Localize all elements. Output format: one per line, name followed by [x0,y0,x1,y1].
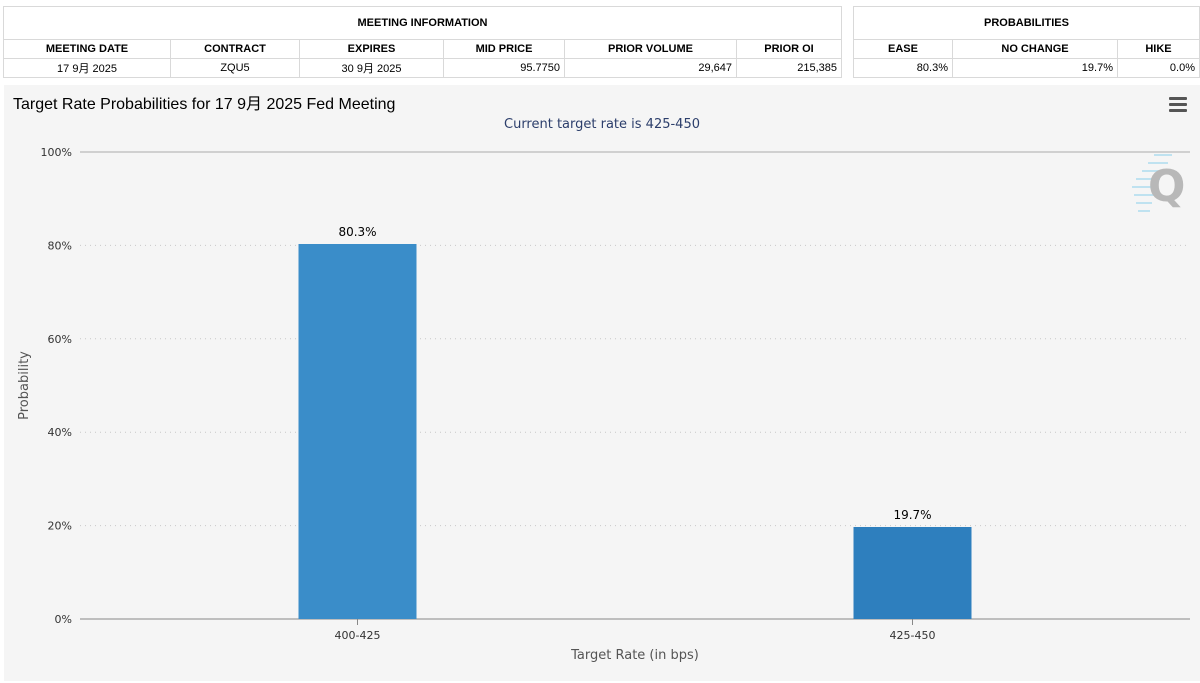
hamburger-menu-icon[interactable] [1167,95,1189,115]
table-row: 17 9月 2025 ZQU5 30 9月 2025 95.7750 29,64… [3,58,842,78]
contract-header: CONTRACT [170,39,300,59]
y-tick-label: 40% [48,426,72,439]
chart-title: Target Rate Probabilities for 17 9月 2025… [13,96,396,113]
prior-oi-header: PRIOR OI [736,39,842,59]
grid-lines [80,151,1190,527]
y-tick-label: 100% [41,146,72,159]
ease-header: EASE [853,39,953,59]
chart-panel: 0% 20% 40% 60% 80% 100% 80.3% 400-425 19.7% 425-4… [4,85,1200,681]
contract-cell: ZQU5 [170,58,300,78]
y-tick-label: 60% [48,333,72,346]
probabilities-table: PROBABILITIES EASE NO CHANGE HIKE 80.3% … [853,6,1200,78]
prior-oi-cell: 215,385 [736,58,842,78]
y-tick-label: 20% [48,520,72,533]
svg-text:Q: Q [1148,161,1185,212]
chart-axes [80,151,1190,625]
chart-subtitle: Current target rate is 425-450 [504,117,700,132]
bar-data-label: 80.3% [338,225,376,239]
chart-bar[interactable] [298,243,417,619]
meeting-information-header: MEETING INFORMATION [3,6,842,40]
expires-header: EXPIRES [299,39,444,59]
y-axis-title: Probability [17,351,32,420]
x-tick-label: 425-450 [890,629,936,642]
hike-header: HIKE [1117,39,1200,59]
probability-bar-chart: 0% 20% 40% 60% 80% 100% 80.3% 400-425 19.7% 425-4… [17,146,1190,663]
table-row: 80.3% 19.7% 0.0% [853,58,1200,78]
y-tick-label: 80% [48,239,72,252]
x-axis-title: Target Rate (in bps) [570,648,699,663]
prior-volume-header: PRIOR VOLUME [564,39,737,59]
meeting-date-cell: 17 9月 2025 [3,58,171,78]
chart-bar[interactable] [853,527,972,619]
no-change-cell: 19.7% [952,58,1118,78]
meeting-date-header: MEETING DATE [3,39,171,59]
hike-cell: 0.0% [1117,58,1200,78]
mid-price-header: MID PRICE [443,39,565,59]
x-tick-label: 400-425 [335,629,381,642]
chart-bars [298,243,972,619]
bar-data-label: 19.7% [893,508,931,522]
meeting-information-table: MEETING INFORMATION MEETING DATE CONTRAC… [3,6,842,78]
ease-cell: 80.3% [853,58,953,78]
chart-labels: 0% 20% 40% 60% 80% 100% 80.3% 400-425 19.7% 425-4… [41,146,936,642]
prior-volume-cell: 29,647 [564,58,737,78]
y-tick-label: 0% [55,613,72,626]
no-change-header: NO CHANGE [952,39,1118,59]
expires-cell: 30 9月 2025 [299,58,444,78]
probabilities-header: PROBABILITIES [853,6,1200,40]
mid-price-cell: 95.7750 [443,58,565,78]
cme-q-logo-icon: Q [1132,154,1185,212]
